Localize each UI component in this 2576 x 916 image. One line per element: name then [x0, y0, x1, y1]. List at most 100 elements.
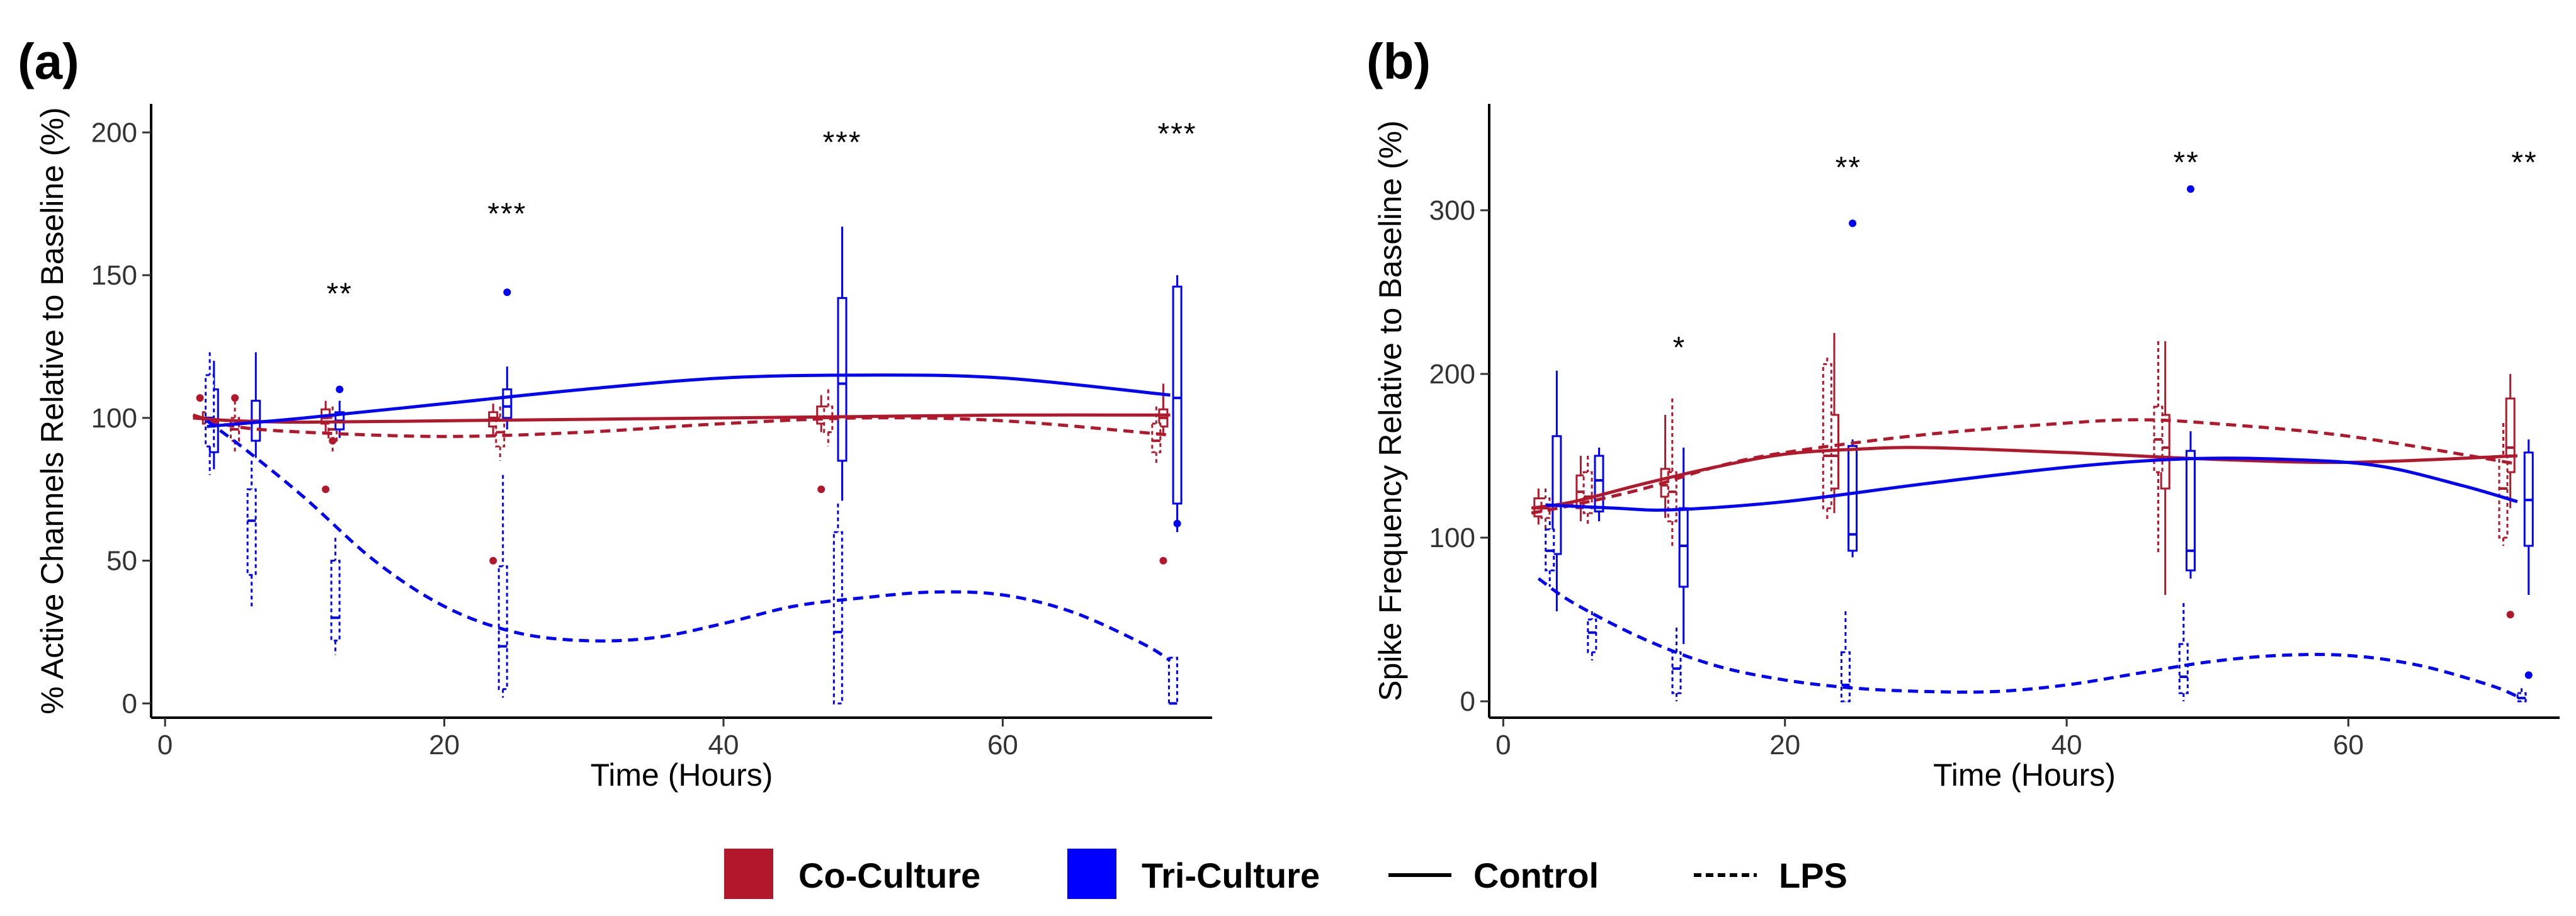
x-tick-label: 20 — [1769, 730, 1800, 761]
panel-b: (b) 0 20 40 60 0 100 200 300 Time (Hours) Spike Fr… — [1366, 33, 2560, 793]
box-plot — [1582, 456, 1593, 525]
box-plot — [495, 406, 506, 461]
box-body — [1587, 618, 1597, 653]
series-line — [193, 413, 1171, 424]
box-body — [330, 560, 341, 642]
significance-label: ** — [2511, 146, 2537, 179]
outlier-point — [2186, 185, 2194, 193]
box-plot — [1822, 358, 1832, 521]
x-tick-label: 40 — [708, 730, 739, 761]
box-plot — [497, 475, 508, 698]
y-axis-title: Spike Frequency Relative to Baseline (%) — [1373, 120, 1408, 701]
box-plot — [330, 538, 341, 655]
x-tick-label: 0 — [1495, 730, 1511, 761]
outlier-point — [231, 394, 239, 402]
panel-label: (a) — [18, 33, 79, 89]
legend-label: LPS — [1779, 856, 1847, 895]
box-plot — [1671, 628, 1682, 701]
legend-item: Tri-Culture — [1067, 849, 1320, 899]
series-line — [207, 373, 1171, 428]
legend-label: Control — [1473, 856, 1599, 895]
box-body — [1847, 444, 1858, 552]
legend: Co-Culture Tri-Culture Control LPS — [724, 849, 1847, 899]
outlier-point — [489, 557, 497, 565]
series-line — [206, 419, 1171, 662]
series-line — [1545, 456, 2518, 512]
series-line — [192, 413, 1171, 438]
significance-label: *** — [487, 197, 526, 230]
x-tick-label: 40 — [2051, 730, 2082, 761]
box-body — [1172, 285, 1183, 505]
outlier-point — [322, 485, 330, 494]
box-body — [2185, 450, 2196, 572]
series-line — [1531, 446, 2517, 510]
box-plot — [2153, 341, 2164, 554]
y-tick-label: 150 — [91, 260, 137, 291]
significance-label: * — [1673, 331, 1686, 365]
significance-label: ** — [1836, 151, 1861, 184]
legend-label: Tri-Culture — [1142, 856, 1320, 895]
outlier-point — [817, 485, 826, 494]
significance-label: ** — [2174, 146, 2199, 179]
box-body — [1671, 651, 1682, 694]
legend-swatch — [1067, 849, 1116, 899]
box-body — [1840, 651, 1851, 703]
outlier-point — [329, 437, 337, 445]
y-tick-label: 100 — [1429, 523, 1475, 553]
x-tick-label: 60 — [2333, 730, 2364, 761]
x-tick-label: 20 — [429, 730, 460, 761]
box-plot — [502, 366, 513, 429]
box-plot — [1158, 383, 1169, 436]
series-line — [1531, 418, 2518, 515]
outlier-point — [1849, 219, 1857, 227]
box-body — [1552, 435, 1562, 555]
legend-swatch — [724, 849, 773, 899]
box-plot — [2516, 688, 2527, 703]
y-tick-label: 200 — [1429, 359, 1475, 390]
box-plot — [837, 227, 848, 501]
box-plot — [1847, 439, 1858, 558]
box-plot — [1172, 275, 1183, 533]
box-plot — [2505, 374, 2516, 509]
box-plot — [1594, 448, 1604, 521]
x-tick-label: 60 — [987, 730, 1018, 761]
y-tick-label: 0 — [122, 688, 137, 719]
box-plot — [2185, 431, 2196, 579]
y-tick-label: 0 — [1460, 686, 1475, 717]
panel-a: (a) 0 20 40 60 0 50 100 150 200 Time (Hours) % Acti… — [18, 33, 1212, 793]
box-plot — [1678, 448, 1689, 644]
outlier-point — [2524, 671, 2533, 679]
box-plot — [1587, 611, 1597, 660]
box-plot — [251, 352, 261, 458]
box-plot — [246, 460, 257, 607]
box-body — [837, 297, 848, 462]
box-body — [1678, 507, 1689, 588]
y-tick-label: 300 — [1429, 195, 1475, 226]
box-body — [1151, 422, 1162, 453]
box-body — [2505, 397, 2516, 473]
significance-label: *** — [1158, 117, 1197, 150]
box-plot — [1167, 657, 1178, 705]
box-body — [205, 374, 215, 448]
y-tick-label: 50 — [106, 546, 137, 577]
box-body — [1167, 657, 1178, 704]
legend-item: Co-Culture — [724, 849, 980, 899]
box-plot — [1545, 521, 1555, 587]
y-tick-label: 100 — [91, 403, 137, 434]
box-body — [1822, 363, 1832, 509]
box-plot — [832, 503, 843, 704]
x-axis-title: Time (Hours) — [591, 757, 773, 793]
series-line — [1537, 577, 2518, 698]
box-body — [1594, 455, 1604, 512]
x-tick-label: 0 — [157, 730, 173, 761]
box-body — [832, 531, 843, 704]
x-axis-title: Time (Hours) — [1933, 757, 2116, 793]
outlier-point — [196, 394, 204, 402]
legend-item: LPS — [1694, 856, 1847, 895]
outlier-point — [2506, 611, 2514, 619]
box-plot — [205, 352, 215, 475]
outlier-point — [1159, 557, 1167, 565]
box-body — [246, 488, 257, 576]
box-body — [2178, 643, 2189, 694]
